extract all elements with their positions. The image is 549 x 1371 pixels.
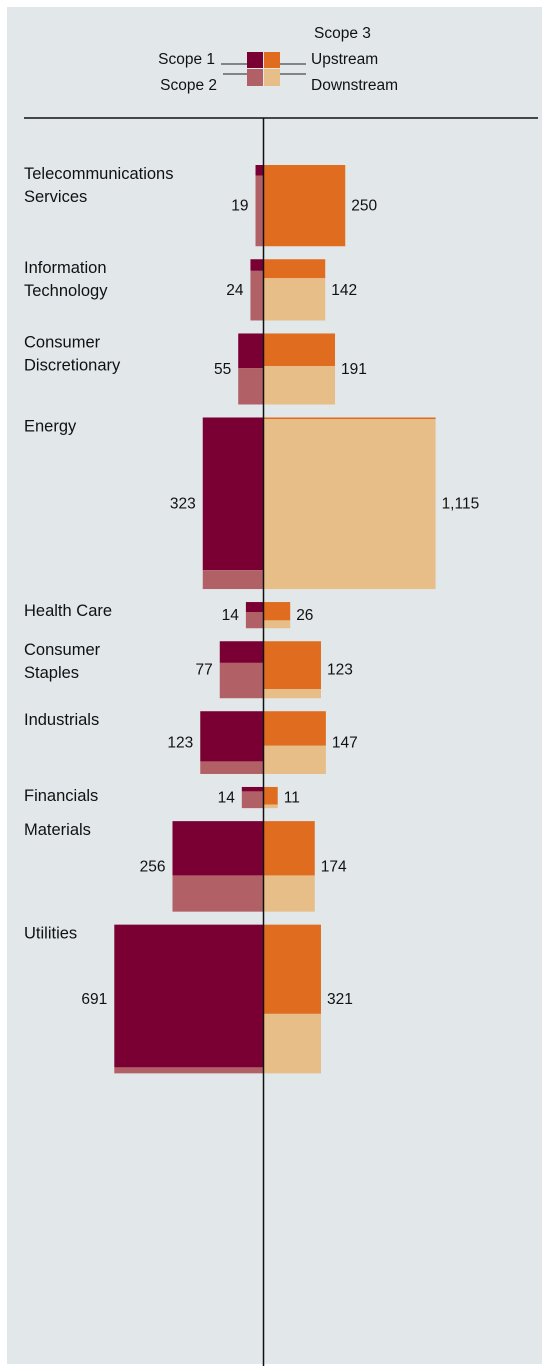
financials-upstream-bar	[264, 786, 278, 805]
legend-upstream-swatch	[264, 52, 280, 68]
legend-scope2-swatch	[247, 69, 263, 86]
telecommunications-services-label: Telecommunications Services	[24, 165, 173, 206]
materials-left-value: 256	[140, 858, 166, 875]
health-care-upstream-bar	[264, 602, 291, 621]
industrials-upstream-bar	[264, 711, 326, 746]
utilities-scope1-bar	[114, 924, 264, 1068]
telecommunications-services-left-value: 19	[231, 198, 248, 215]
consumer-discretionary-left-value: 55	[214, 361, 231, 378]
energy-downstream-bar	[264, 419, 436, 590]
consumer-staples-scope1-bar	[219, 641, 263, 663]
utilities-label: Utilities	[24, 925, 77, 943]
information-technology-label: Information Technology	[24, 259, 108, 300]
consumer-discretionary-scope1-bar	[238, 333, 263, 369]
health-care-scope2-bar	[245, 612, 263, 629]
consumer-discretionary-label: Consumer Discretionary	[24, 333, 121, 374]
utilities-left-value: 691	[81, 991, 107, 1008]
materials-downstream-bar	[264, 875, 315, 912]
information-technology-scope1-bar	[250, 259, 263, 271]
utilities-upstream-bar	[264, 924, 321, 1014]
consumer-staples-upstream-bar	[264, 641, 321, 690]
financials-right-value: 11	[284, 790, 300, 807]
materials-label: Materials	[24, 821, 91, 839]
legend-scope1-swatch	[247, 52, 263, 68]
consumer-staples-downstream-bar	[264, 689, 321, 699]
industrials-scope1-bar	[200, 711, 263, 762]
telecommunications-services-upstream-bar	[264, 165, 346, 247]
financials-downstream-bar	[264, 804, 278, 809]
industrials-downstream-bar	[264, 745, 326, 774]
telecommunications-services-scope2-bar	[255, 175, 263, 247]
energy-label: Energy	[24, 417, 77, 435]
health-care-right-value: 26	[296, 607, 313, 624]
utilities-downstream-bar	[264, 1013, 321, 1074]
consumer-staples-left-value: 77	[196, 662, 213, 679]
materials-scope1-bar	[172, 821, 263, 876]
energy-scope1-bar	[202, 417, 263, 571]
health-care-left-value: 14	[222, 607, 240, 624]
information-technology-left-value: 24	[226, 282, 244, 299]
legend-downstream-swatch	[264, 69, 280, 86]
legend-scope1-label: Scope 1	[158, 51, 215, 68]
health-care-label: Health Care	[24, 602, 112, 620]
information-technology-upstream-bar	[264, 259, 326, 279]
telecommunications-services-right-value: 250	[351, 198, 377, 215]
materials-right-value: 174	[321, 858, 347, 875]
materials-scope2-bar	[172, 875, 263, 912]
legend-upstream-label: Upstream	[311, 51, 378, 68]
health-care-scope1-bar	[245, 602, 263, 613]
information-technology-scope2-bar	[250, 270, 263, 321]
consumer-discretionary-scope2-bar	[238, 368, 263, 405]
information-technology-downstream-bar	[264, 278, 326, 321]
industrials-right-value: 147	[332, 735, 358, 752]
energy-right-value: 1,115	[442, 495, 480, 512]
energy-scope2-bar	[202, 570, 263, 590]
consumer-discretionary-upstream-bar	[264, 333, 336, 367]
consumer-staples-scope2-bar	[219, 662, 263, 699]
bars: Telecommunications Services 19 250 Informati…	[24, 165, 480, 1074]
financials-scope2-bar	[241, 791, 263, 809]
financials-label: Financials	[24, 787, 98, 805]
materials-upstream-bar	[264, 821, 315, 876]
industrials-label: Industrials	[24, 711, 99, 729]
legend-downstream-label: Downstream	[311, 77, 398, 94]
telecommunications-services-scope1-bar	[255, 165, 263, 176]
consumer-staples-right-value: 123	[327, 662, 353, 679]
consumer-staples-label: Consumer Staples	[24, 641, 101, 682]
financials-left-value: 14	[218, 790, 236, 807]
consumer-discretionary-right-value: 191	[341, 361, 367, 378]
legend: Scope 3 Scope 1 Upstream Scope 2 Downstr…	[158, 25, 398, 94]
utilities-scope2-bar	[114, 1067, 264, 1074]
legend-scope3-label: Scope 3	[314, 25, 371, 42]
energy-left-value: 323	[170, 495, 196, 512]
industrials-left-value: 123	[167, 735, 193, 752]
legend-scope2-label: Scope 2	[160, 77, 217, 94]
energy-upstream-bar	[264, 417, 436, 420]
utilities-right-value: 321	[327, 991, 353, 1008]
financials-scope1-bar	[241, 786, 263, 792]
consumer-discretionary-downstream-bar	[264, 366, 336, 405]
health-care-downstream-bar	[264, 620, 291, 629]
industrials-scope2-bar	[200, 761, 263, 774]
information-technology-right-value: 142	[331, 282, 357, 299]
